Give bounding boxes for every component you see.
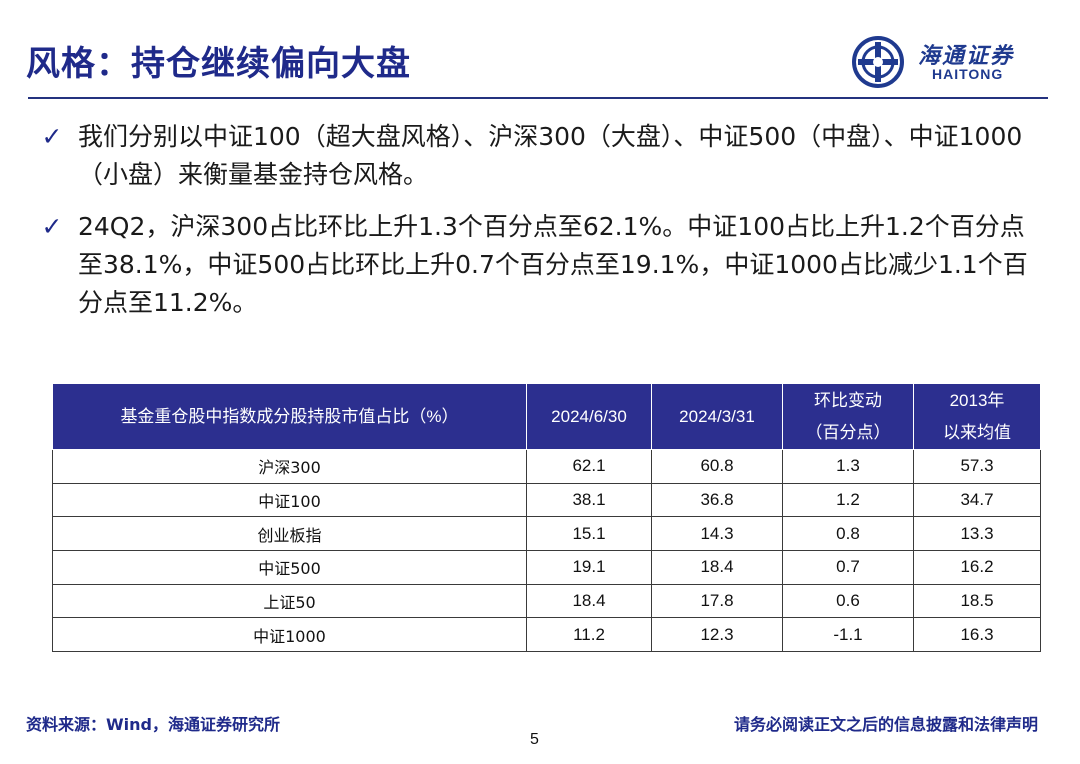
table-cell: 18.4 <box>526 583 652 619</box>
table-row: 中证100 38.1 36.8 1.2 34.7 <box>52 482 1041 518</box>
index-name-cell: 中证100 <box>52 482 527 518</box>
table-row: 创业板指 15.1 14.3 0.8 13.3 <box>52 516 1041 552</box>
table-cell: 11.2 <box>526 617 652 653</box>
table-cell: 0.7 <box>782 550 914 585</box>
table-cell: 18.5 <box>913 583 1041 619</box>
table-row: 中证1000 11.2 12.3 -1.1 16.3 <box>52 617 1041 653</box>
bullet-item: ✓ 我们分别以中证100（超大盘风格）、沪深300（大盘）、中证500（中盘）、… <box>38 118 1048 194</box>
table-cell: 18.4 <box>651 550 783 585</box>
table-cell: 60.8 <box>651 449 783 484</box>
table-cell: 36.8 <box>651 482 783 518</box>
table-cell: 15.1 <box>526 516 652 552</box>
table-cell: 13.3 <box>913 516 1041 552</box>
table-cell: 38.1 <box>526 482 652 518</box>
table-cell: 1.3 <box>782 449 914 484</box>
table-cell: 0.8 <box>782 516 914 552</box>
holdings-style-table: 基金重仓股中指数成分股持股市值占比（%） 2024/6/30 2024/3/31… <box>52 383 1041 653</box>
bullet-text: 我们分别以中证100（超大盘风格）、沪深300（大盘）、中证500（中盘）、中证… <box>78 122 1023 189</box>
table-cell: 57.3 <box>913 449 1041 484</box>
table-cell: 19.1 <box>526 550 652 585</box>
company-logo: 海通证券 HAITONG <box>852 36 1042 88</box>
index-name-cell: 创业板指 <box>52 516 527 552</box>
data-source-note: 资料来源：Wind，海通证券研究所 <box>26 715 280 734</box>
table-header-cell: 基金重仓股中指数成分股持股市值占比（%） <box>52 383 527 450</box>
table-cell: 16.3 <box>913 617 1041 653</box>
table-header-cell: 环比变动 （百分点） <box>782 383 914 450</box>
index-name-cell: 上证50 <box>52 583 527 619</box>
table-cell: 14.3 <box>651 516 783 552</box>
table-row: 沪深300 62.1 60.8 1.3 57.3 <box>52 449 1041 484</box>
table-cell: 0.6 <box>782 583 914 619</box>
legal-disclaimer: 请务必阅读正文之后的信息披露和法律声明 <box>733 715 1038 734</box>
checkmark-icon: ✓ <box>41 122 63 151</box>
table-header-cell: 2024/3/31 <box>651 383 783 450</box>
checkmark-icon: ✓ <box>41 212 63 241</box>
title-divider <box>28 97 1048 99</box>
table-header-row: 基金重仓股中指数成分股持股市值占比（%） 2024/6/30 2024/3/31… <box>52 383 1041 450</box>
table-cell: 34.7 <box>913 482 1041 518</box>
index-name-cell: 中证500 <box>52 550 527 585</box>
table-row: 中证500 19.1 18.4 0.7 16.2 <box>52 550 1041 585</box>
table-cell: 12.3 <box>651 617 783 653</box>
bullet-item: ✓ 24Q2，沪深300占比环比上升1.3个百分点至62.1%。中证100占比上… <box>38 208 1048 322</box>
table-cell: 17.8 <box>651 583 783 619</box>
page-number: 5 <box>530 731 539 748</box>
page-title: 风格：持仓继续偏向大盘 <box>26 44 411 84</box>
index-name-cell: 沪深300 <box>52 449 527 484</box>
bullet-list: ✓ 我们分别以中证100（超大盘风格）、沪深300（大盘）、中证500（中盘）、… <box>38 118 1048 336</box>
haitong-logo-icon <box>852 36 904 88</box>
index-name-cell: 中证1000 <box>52 617 527 653</box>
table-header-cell: 2013年 以来均值 <box>913 383 1041 450</box>
logo-chinese-name: 海通证券 <box>918 44 1015 69</box>
table-cell: -1.1 <box>782 617 914 653</box>
bullet-text: 24Q2，沪深300占比环比上升1.3个百分点至62.1%。中证100占比上升1… <box>78 212 1028 317</box>
table-cell: 62.1 <box>526 449 652 484</box>
table-cell: 16.2 <box>913 550 1041 585</box>
table-cell: 1.2 <box>782 482 914 518</box>
table-row: 上证50 18.4 17.8 0.6 18.5 <box>52 583 1041 619</box>
logo-english-name: HAITONG <box>932 66 1004 82</box>
table-header-cell: 2024/6/30 <box>526 383 652 450</box>
